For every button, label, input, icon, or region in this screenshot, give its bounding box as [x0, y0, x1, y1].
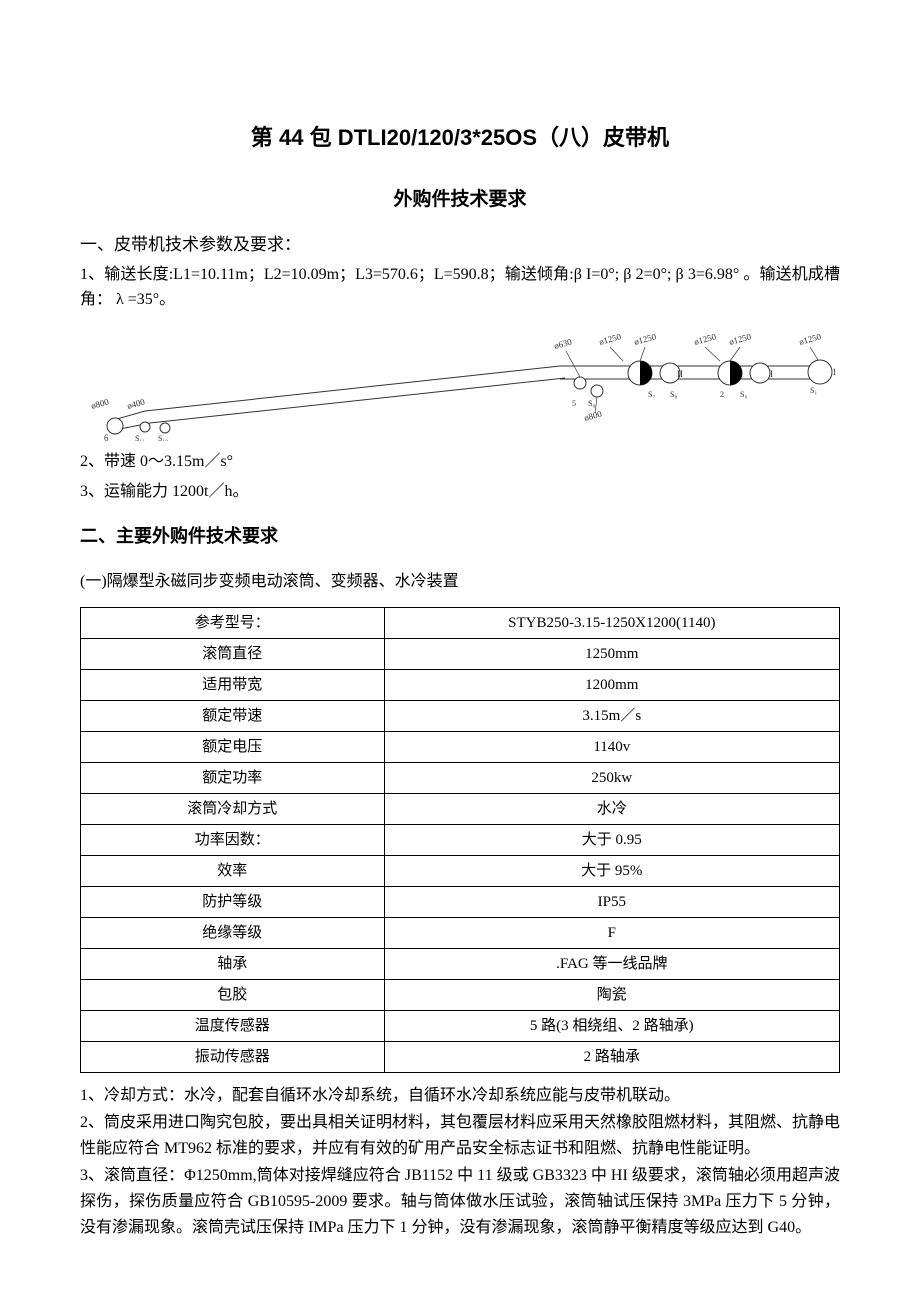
spec-value: F	[384, 917, 839, 948]
spec-label: 绝缘等级	[81, 917, 385, 948]
table-row: 额定带速3.15m／s	[81, 700, 840, 731]
svg-text:S₉: S₉	[740, 390, 747, 399]
table-row: 功率因数：大于 0.95	[81, 824, 840, 855]
section2-heading: 二、主要外购件技术要求	[80, 522, 840, 551]
svg-text:1: 1	[832, 367, 837, 377]
spec-value: 5 路(3 相绕组、2 路轴承)	[384, 1010, 839, 1041]
svg-text:ø1250: ø1250	[693, 331, 718, 347]
table-row: 额定功率250kw	[81, 762, 840, 793]
svg-text:S₁₁: S₁₁	[135, 434, 145, 441]
spec-value: 2 路轴承	[384, 1041, 839, 1072]
spec-value: 3.15m／s	[384, 700, 839, 731]
table-row: 绝缘等级F	[81, 917, 840, 948]
section1-heading: 一、皮带机技术参数及要求：	[80, 231, 840, 258]
svg-text:ø400: ø400	[126, 396, 146, 410]
svg-text:ø630: ø630	[553, 336, 573, 350]
note-2: 2、筒皮采用进口陶究包胶，要出具相关证明材料，其包覆层材料应采用天然橡胶阻燃材料…	[80, 1110, 840, 1161]
table-row: 参考型号：STYB250-3.15-1250X1200(1140)	[81, 607, 840, 638]
conveyor-svg: ø800 ø400 6 S₁₁ S₁₀ 5 S₆ ø630 S₇ S₈ II 2…	[80, 331, 840, 441]
spec-value: 1200mm	[384, 669, 839, 700]
spec-value: .FAG 等一线品牌	[384, 948, 839, 979]
spec-label: 效率	[81, 855, 385, 886]
svg-text:S₁₀: S₁₀	[158, 434, 168, 441]
spec-label: 包胶	[81, 979, 385, 1010]
spec-label: 适用带宽	[81, 669, 385, 700]
svg-text:ø800: ø800	[583, 408, 603, 422]
param-p2: 2、带速 0～3.15m／s°	[80, 449, 840, 475]
spec-label: 滚筒直径	[81, 638, 385, 669]
spec-label: 轴承	[81, 948, 385, 979]
table-row: 适用带宽1200mm	[81, 669, 840, 700]
spec-label: 参考型号：	[81, 607, 385, 638]
svg-text:II: II	[677, 369, 683, 379]
spec-value: 大于 0.95	[384, 824, 839, 855]
title-sub: 外购件技术要求	[80, 185, 840, 215]
table-row: 额定电压1140v	[81, 731, 840, 762]
svg-text:6: 6	[104, 433, 109, 441]
spec-label: 振动传感器	[81, 1041, 385, 1072]
spec-value: IP55	[384, 886, 839, 917]
spec-table: 参考型号：STYB250-3.15-1250X1200(1140)滚筒直径125…	[80, 607, 840, 1073]
param-p3: 3、运输能力 1200t／h。	[80, 479, 840, 505]
svg-text:5: 5	[572, 399, 576, 408]
svg-text:I: I	[770, 369, 773, 379]
svg-text:S₁: S₁	[810, 386, 817, 395]
note-3: 3、滚筒直径：Φ1250mm,筒体对接焊缝应符合 JB1152 中 11 级或 …	[80, 1163, 840, 1240]
spec-label: 额定电压	[81, 731, 385, 762]
conveyor-diagram: ø800 ø400 6 S₁₁ S₁₀ 5 S₆ ø630 S₇ S₈ II 2…	[80, 331, 840, 441]
spec-label: 功率因数：	[81, 824, 385, 855]
svg-text:ø1250: ø1250	[633, 331, 658, 347]
notes: 1、冷却方式：水冷，配套自循环水冷却系统，自循环水冷却系统应能与皮带机联动。 2…	[80, 1083, 840, 1241]
table-row: 防护等级IP55	[81, 886, 840, 917]
svg-text:S₇: S₇	[648, 390, 655, 399]
table-row: 振动传感器2 路轴承	[81, 1041, 840, 1072]
table-row: 滚筒直径1250mm	[81, 638, 840, 669]
spec-label: 防护等级	[81, 886, 385, 917]
svg-text:S₈: S₈	[670, 390, 677, 399]
table-row: 包胶陶瓷	[81, 979, 840, 1010]
svg-text:ø800: ø800	[90, 396, 110, 410]
spec-label: 温度传感器	[81, 1010, 385, 1041]
spec-value: 大于 95%	[384, 855, 839, 886]
spec-value: 水冷	[384, 793, 839, 824]
spec-label: 额定带速	[81, 700, 385, 731]
svg-text:2: 2	[720, 390, 724, 399]
spec-label: 滚筒冷却方式	[81, 793, 385, 824]
subsection-1: (一)隔爆型永磁同步变频电动滚筒、变频器、水冷装置	[80, 569, 840, 595]
svg-text:S₆: S₆	[588, 399, 595, 408]
spec-label: 额定功率	[81, 762, 385, 793]
spec-value: STYB250-3.15-1250X1200(1140)	[384, 607, 839, 638]
param-p1: 1、输送长度:L1=10.11m；L2=10.09m；L3=570.6；L=59…	[80, 262, 840, 313]
spec-value: 250kw	[384, 762, 839, 793]
spec-value: 陶瓷	[384, 979, 839, 1010]
note-1: 1、冷却方式：水冷，配套自循环水冷却系统，自循环水冷却系统应能与皮带机联动。	[80, 1083, 840, 1109]
table-row: 效率大于 95%	[81, 855, 840, 886]
table-row: 温度传感器5 路(3 相绕组、2 路轴承)	[81, 1010, 840, 1041]
table-row: 滚筒冷却方式水冷	[81, 793, 840, 824]
svg-text:ø1250: ø1250	[798, 331, 823, 347]
svg-text:ø1250: ø1250	[728, 331, 753, 347]
svg-text:ø1250: ø1250	[598, 331, 623, 347]
spec-value: 1250mm	[384, 638, 839, 669]
table-row: 轴承.FAG 等一线品牌	[81, 948, 840, 979]
spec-value: 1140v	[384, 731, 839, 762]
title-main: 第 44 包 DTLI20/120/3*25OS（八）皮带机	[80, 120, 840, 155]
